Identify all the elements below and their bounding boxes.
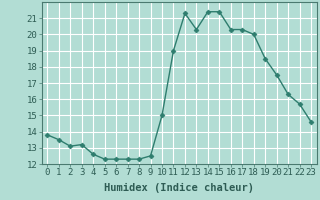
- X-axis label: Humidex (Indice chaleur): Humidex (Indice chaleur): [104, 183, 254, 193]
